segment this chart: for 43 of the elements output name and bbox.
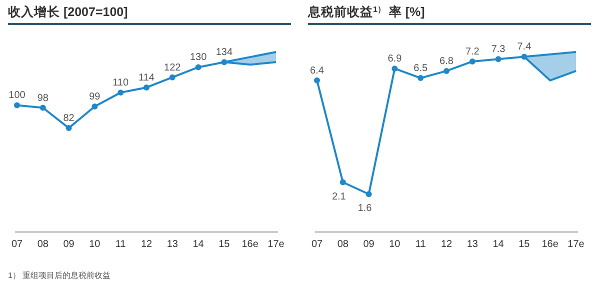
x-tick-label: 08 bbox=[37, 239, 49, 250]
data-label: 6.4 bbox=[310, 65, 324, 76]
data-label: 6.9 bbox=[388, 54, 402, 65]
x-tick-label: 11 bbox=[415, 239, 426, 250]
x-tick-label: 13 bbox=[166, 239, 178, 250]
x-tick-label: 17e bbox=[268, 239, 285, 250]
data-label: 98 bbox=[37, 92, 49, 104]
chart-title: 收入增长 [2007=100] bbox=[8, 4, 128, 19]
x-tick-label: 13 bbox=[466, 239, 478, 250]
data-label: 1.6 bbox=[358, 203, 372, 214]
x-tick-label: 17e bbox=[568, 239, 585, 250]
x-tick-label: 16e bbox=[542, 239, 559, 250]
data-label: 110 bbox=[112, 78, 130, 89]
data-label: 6.5 bbox=[414, 63, 428, 74]
x-tick-label: 11 bbox=[115, 239, 126, 250]
x-tick-label: 10 bbox=[389, 239, 401, 250]
data-label: 7.3 bbox=[491, 44, 506, 56]
data-label: 134 bbox=[216, 47, 233, 58]
data-label: 7.2 bbox=[465, 46, 480, 58]
data-label: 100 bbox=[8, 90, 26, 102]
data-label: 99 bbox=[89, 92, 101, 103]
data-label: 130 bbox=[190, 52, 208, 64]
data-label: 82 bbox=[63, 113, 75, 124]
text: 1） 重组项目后的息税前收益 bbox=[8, 271, 111, 280]
x-tick-label: 07 bbox=[311, 239, 323, 250]
x-tick-label: 14 bbox=[192, 239, 204, 250]
x-tick-label: 08 bbox=[337, 239, 349, 250]
data-label: 122 bbox=[164, 62, 182, 74]
data-label: 7.4 bbox=[517, 42, 532, 53]
x-tick-label: 07 bbox=[11, 239, 23, 250]
x-tick-label: 09 bbox=[363, 239, 375, 250]
x-tick-label: 12 bbox=[440, 239, 452, 250]
data-label: 6.8 bbox=[440, 56, 454, 67]
x-tick-label: 09 bbox=[63, 239, 75, 250]
x-tick-label: 15 bbox=[218, 239, 230, 250]
chart-title: 息税前收益$^{1）}$ 率 [%] bbox=[307, 4, 425, 19]
x-tick-label: 15 bbox=[518, 239, 530, 250]
data-label: 2.1 bbox=[332, 191, 346, 202]
x-tick-label: 10 bbox=[89, 239, 101, 250]
x-tick-label: 16e bbox=[242, 239, 259, 250]
x-tick-label: 12 bbox=[140, 239, 152, 250]
x-tick-label: 14 bbox=[492, 239, 504, 250]
data-label: 114 bbox=[138, 72, 155, 84]
